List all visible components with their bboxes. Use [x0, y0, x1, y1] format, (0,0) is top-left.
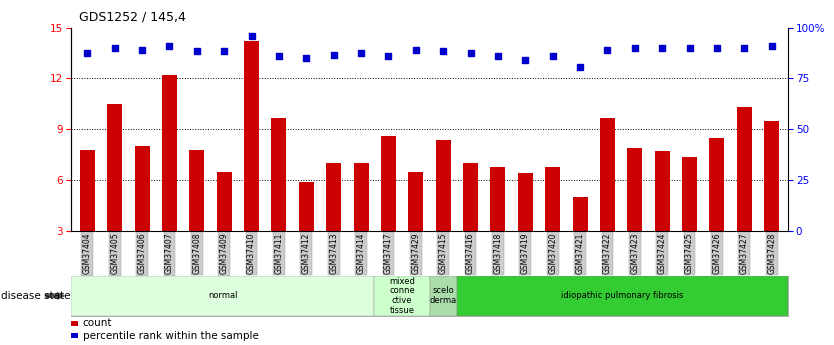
Bar — [299, 182, 314, 231]
Point — [519, 57, 532, 62]
Text: mixed
conne
ctive
tissue: mixed conne ctive tissue — [389, 277, 414, 315]
Bar — [217, 172, 232, 231]
Bar — [107, 104, 123, 231]
Point — [163, 43, 176, 49]
Bar — [326, 163, 341, 231]
Text: normal: normal — [208, 291, 238, 300]
Point — [436, 49, 450, 54]
Point — [382, 54, 395, 59]
Bar — [354, 163, 369, 231]
Text: count: count — [83, 318, 112, 328]
Text: disease state: disease state — [1, 291, 70, 301]
Text: GDS1252 / 145,4: GDS1252 / 145,4 — [79, 10, 186, 23]
Text: percentile rank within the sample: percentile rank within the sample — [83, 331, 259, 341]
Point — [600, 47, 614, 52]
Bar — [627, 148, 642, 231]
Point — [683, 45, 696, 51]
Point — [546, 54, 560, 59]
Point — [711, 45, 724, 51]
Point — [628, 45, 641, 51]
Bar — [710, 138, 725, 231]
Point — [81, 50, 94, 56]
Bar — [655, 151, 670, 231]
Bar — [573, 197, 588, 231]
Bar — [545, 167, 560, 231]
Bar — [409, 172, 424, 231]
Bar — [600, 118, 615, 231]
Bar — [430, 276, 457, 316]
Bar — [736, 107, 752, 231]
Bar — [490, 167, 505, 231]
Bar — [271, 118, 286, 231]
Point — [656, 45, 669, 51]
Bar — [435, 139, 450, 231]
Point — [491, 54, 505, 59]
Point — [272, 54, 285, 59]
Point — [327, 52, 340, 58]
Bar — [80, 150, 95, 231]
Point — [245, 33, 259, 39]
Bar — [682, 157, 697, 231]
Point — [464, 50, 477, 56]
Bar — [134, 146, 149, 231]
Bar — [71, 333, 78, 338]
Bar — [71, 276, 374, 316]
Bar — [71, 321, 78, 326]
Bar — [381, 136, 396, 231]
Point — [135, 47, 148, 52]
Point — [354, 50, 368, 56]
Point — [409, 47, 423, 52]
Bar — [457, 276, 788, 316]
Bar — [189, 150, 204, 231]
Point — [765, 43, 778, 49]
Bar — [518, 174, 533, 231]
Bar — [374, 276, 430, 316]
Bar — [463, 163, 478, 231]
Point — [108, 45, 122, 51]
Text: scelo
derma: scelo derma — [430, 286, 457, 305]
Point — [190, 49, 203, 54]
Point — [737, 45, 751, 51]
Point — [299, 56, 313, 61]
Bar — [244, 41, 259, 231]
Bar — [162, 75, 177, 231]
Point — [218, 49, 231, 54]
Text: idiopathic pulmonary fibrosis: idiopathic pulmonary fibrosis — [561, 291, 684, 300]
Point — [574, 64, 587, 69]
Bar — [764, 121, 779, 231]
